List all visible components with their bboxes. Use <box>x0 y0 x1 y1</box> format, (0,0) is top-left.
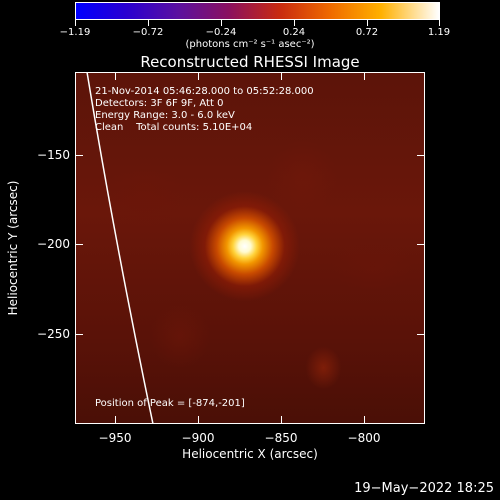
colorbar-tick-label: −1.19 <box>59 27 91 38</box>
footer-date: 19−May−2022 18:25 <box>354 481 494 496</box>
colorbar-tick <box>439 20 440 26</box>
x-tick <box>364 416 365 424</box>
y-tick-label: −200 <box>37 237 70 251</box>
y-tick <box>75 244 83 245</box>
colorbar-tick-label: 0.24 <box>282 27 306 38</box>
colorbar-tick <box>294 20 295 26</box>
x-tick <box>115 72 116 80</box>
colorbar <box>75 2 440 20</box>
x-tick <box>364 72 365 80</box>
x-tick-label: −800 <box>347 431 381 445</box>
y-tick-label: −250 <box>37 327 70 341</box>
x-tick-label: −950 <box>98 431 132 445</box>
x-tick <box>198 416 199 424</box>
info-total-counts: Clean Total counts: 5.10E+04 <box>95 122 253 133</box>
rhessi-image-plot <box>75 72 425 424</box>
colorbar-tick <box>367 20 368 26</box>
x-tick-label: −850 <box>264 431 298 445</box>
colorbar-tick <box>148 20 149 26</box>
x-tick <box>198 72 199 80</box>
solar-limb-line <box>86 72 154 424</box>
x-axis-title: Heliocentric X (arcsec) <box>182 447 318 461</box>
colorbar-tick-label: −0.24 <box>205 27 237 38</box>
x-tick <box>281 416 282 424</box>
colorbar-tick-label: −0.72 <box>132 27 164 38</box>
y-tick-label: −150 <box>37 148 70 162</box>
y-tick <box>417 334 425 335</box>
colorbar-unit-label: (photons cm⁻² s⁻¹ asec⁻²) <box>185 39 315 50</box>
info-time-range: 21-Nov-2014 05:46:28.000 to 05:52:28.000 <box>95 86 314 97</box>
colorbar-tick <box>221 20 222 26</box>
info-peak-position: Position of Peak = [-874,-201] <box>95 398 245 409</box>
x-tick-label: −900 <box>181 431 215 445</box>
image-title: Reconstructed RHESSI Image <box>140 53 360 71</box>
solar-limb-svg <box>86 72 154 424</box>
y-tick <box>75 334 83 335</box>
y-tick <box>417 244 425 245</box>
colorbar-tick-label: 0.72 <box>355 27 379 38</box>
x-tick <box>115 416 116 424</box>
y-tick <box>417 155 425 156</box>
y-tick <box>75 155 83 156</box>
info-energy-range: Energy Range: 3.0 - 6.0 keV <box>95 110 235 121</box>
info-detectors: Detectors: 3F 6F 9F, Att 0 <box>95 98 224 109</box>
colorbar-tick-label: 1.19 <box>427 27 451 38</box>
colorbar-tick <box>75 20 76 26</box>
x-tick <box>281 72 282 80</box>
y-axis-title: Heliocentric Y (arcsec) <box>6 180 20 316</box>
